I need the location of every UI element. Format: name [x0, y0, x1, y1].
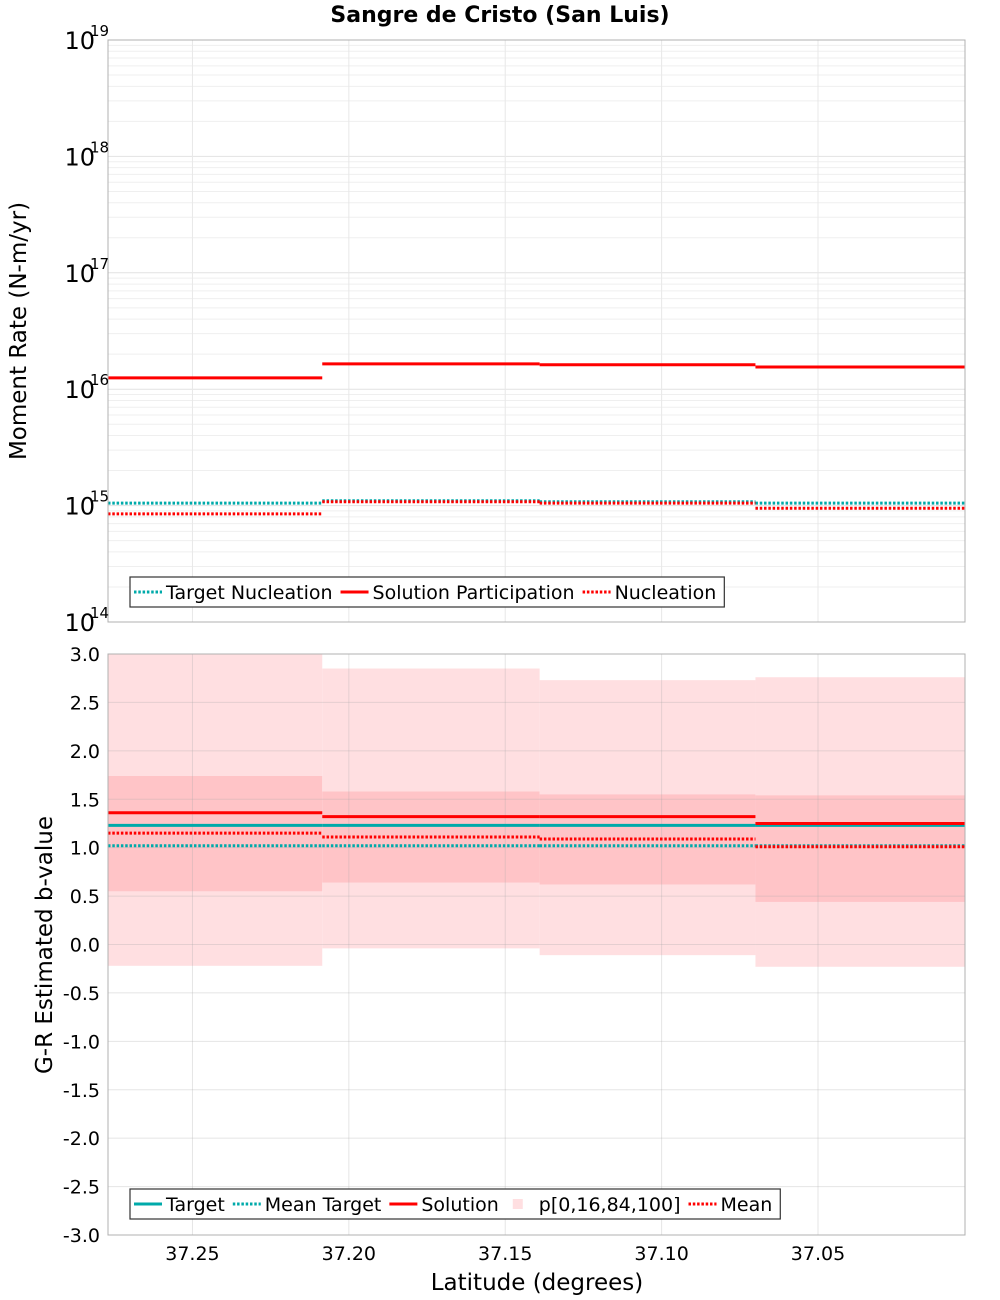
top-y-axis-label: Moment Rate (N-m/yr): [6, 202, 32, 460]
legend-item: Solution: [389, 1194, 499, 1216]
y-tick-label: -1.0: [63, 1031, 100, 1053]
y-tick-base: 10: [64, 27, 95, 55]
y-tick-label: -1.5: [63, 1080, 100, 1102]
y-tick-label: 0.0: [70, 935, 100, 957]
y-tick-label: -2.0: [63, 1128, 100, 1150]
y-tick-base: 10: [64, 493, 95, 521]
top-plot-area: [108, 40, 965, 622]
legend-label: Target: [165, 1194, 225, 1216]
legend-label: Mean: [721, 1194, 773, 1216]
legend-item: Nucleation: [582, 582, 717, 604]
y-tick-base: 10: [64, 376, 95, 404]
y-tick-label: -2.5: [63, 1177, 100, 1199]
y-tick-label: -0.5: [63, 983, 100, 1005]
x-tick-label: 37.05: [791, 1243, 845, 1265]
y-tick-base: 10: [64, 609, 95, 637]
y-tick-label: 3.0: [70, 644, 100, 666]
band-inner: [755, 795, 965, 902]
legend-item: Target: [134, 1194, 225, 1216]
bottom-series: [108, 811, 965, 849]
legend-label: Mean Target: [265, 1194, 382, 1216]
y-tick-exponent: 15: [90, 488, 109, 506]
bottom-y-axis-label: G-R Estimated b-value: [32, 816, 58, 1074]
top-plot-frame: [107, 39, 966, 623]
y-tick-exponent: 17: [90, 255, 109, 273]
bottom-plot-frame: [107, 653, 966, 1236]
legend-box: [129, 576, 725, 608]
legend-item: Solution Participation: [340, 582, 575, 604]
b-value-panel: 3.0 2.5 2.0 1.5 1.0 0.5 0.0 -0.5 -1.0 -1.5 -2.0 -2.…: [32, 644, 966, 1296]
legend-swatch: [512, 1199, 523, 1209]
x-tick-label: 37.10: [634, 1243, 688, 1265]
bottom-y-ticks: 3.0 2.5 2.0 1.5 1.0 0.5 0.0 -0.5 -1.0 -1.5 -2.0 -2.…: [63, 644, 100, 1247]
legend-label: Target Nucleation: [165, 582, 333, 604]
x-tick-label: 37.20: [322, 1243, 376, 1265]
bottom-x-ticks: 37.25 37.20 37.15 37.10 37.05: [165, 1243, 845, 1265]
x-tick-label: 37.15: [478, 1243, 532, 1265]
y-tick-label: 2.5: [70, 692, 100, 714]
legend-label: p[0,16,84,100]: [539, 1194, 681, 1216]
y-tick-exponent: 18: [90, 138, 109, 156]
bottom-legend: Target Mean Target Solution p[0,16,84,100] M…: [129, 1188, 781, 1220]
x-tick-label: 37.25: [165, 1243, 219, 1265]
top-legend: Target Nucleation Solution Participation N…: [129, 576, 725, 608]
y-tick-base: 10: [64, 143, 95, 171]
top-series: [108, 362, 965, 516]
y-tick-exponent: 19: [90, 22, 109, 40]
x-axis-label: Latitude (degrees): [431, 1270, 644, 1296]
y-tick-label: 1.5: [70, 789, 100, 811]
y-tick-exponent: 14: [90, 604, 109, 622]
legend-item: Mean Target: [232, 1194, 382, 1216]
legend-item: Mean: [688, 1194, 773, 1216]
legend-item: Target Nucleation: [134, 582, 333, 604]
y-tick-label: 0.5: [70, 886, 100, 908]
top-grid: [108, 40, 965, 623]
chart-title: Sangre de Cristo (San Luis): [330, 3, 669, 28]
legend-item: p[0,16,84,100]: [512, 1194, 681, 1216]
y-tick-base: 10: [64, 260, 95, 288]
legend-label: Solution Participation: [373, 582, 575, 604]
y-tick-label: -3.0: [63, 1225, 100, 1247]
y-tick-label: 2.0: [70, 741, 100, 763]
bottom-bands: [108, 654, 965, 967]
legend-label: Solution: [421, 1194, 498, 1216]
y-tick-label: 1.0: [70, 838, 100, 860]
legend-label: Nucleation: [615, 582, 717, 604]
y-tick-exponent: 16: [90, 371, 109, 389]
